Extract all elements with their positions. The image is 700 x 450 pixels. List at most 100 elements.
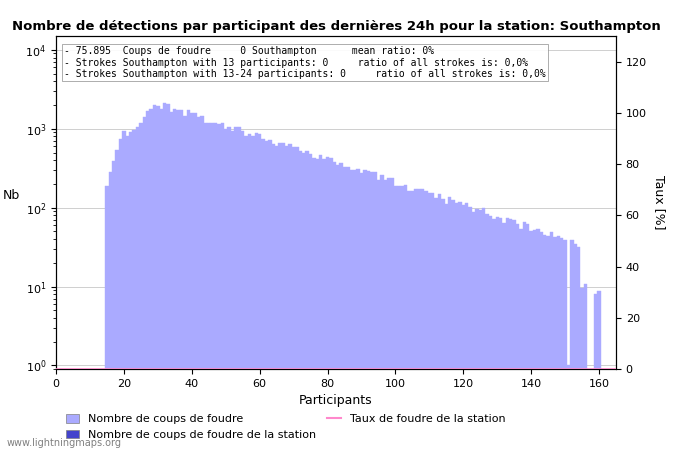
Bar — [363, 170, 367, 450]
Bar — [505, 218, 509, 450]
Bar — [211, 123, 214, 450]
Bar — [435, 198, 438, 450]
Bar — [156, 106, 160, 450]
Bar — [516, 224, 519, 450]
Bar — [279, 143, 281, 450]
Bar — [397, 186, 400, 450]
Bar — [234, 127, 237, 450]
Bar — [281, 143, 285, 450]
Bar — [547, 236, 550, 450]
Bar — [489, 216, 492, 450]
Bar — [526, 224, 529, 450]
Bar — [349, 170, 353, 450]
Bar — [448, 197, 452, 450]
Title: Nombre de détections par participant des dernières 24h pour la station: Southamp: Nombre de détections par participant des… — [12, 20, 660, 33]
Bar — [594, 294, 597, 450]
Bar — [428, 193, 431, 450]
Bar — [302, 153, 305, 450]
Bar — [143, 117, 146, 450]
Bar — [567, 365, 570, 450]
Bar — [116, 150, 119, 450]
Bar — [452, 200, 455, 450]
Bar — [556, 236, 560, 450]
Bar — [272, 144, 275, 450]
Bar — [108, 172, 112, 450]
Bar — [343, 166, 346, 450]
Bar — [119, 139, 122, 450]
Bar — [529, 230, 533, 450]
Bar — [323, 159, 326, 450]
Bar — [461, 205, 465, 450]
Bar — [380, 175, 384, 450]
Bar — [421, 189, 424, 450]
Bar — [316, 159, 319, 450]
Bar — [540, 232, 543, 450]
Bar — [543, 235, 547, 450]
Bar — [472, 212, 475, 450]
Bar — [295, 147, 299, 450]
Bar — [336, 165, 340, 450]
Bar — [533, 230, 536, 450]
Bar — [391, 178, 393, 450]
Bar — [400, 186, 404, 450]
Bar — [468, 207, 472, 450]
Bar — [204, 123, 207, 450]
Bar — [180, 111, 183, 450]
Bar — [299, 151, 302, 450]
Bar — [326, 157, 329, 450]
Bar — [139, 123, 143, 450]
Bar — [444, 203, 448, 450]
Bar — [431, 193, 435, 450]
Bar — [173, 109, 176, 450]
Bar — [125, 136, 129, 450]
Bar — [479, 210, 482, 450]
Bar — [160, 108, 163, 450]
Bar — [163, 103, 167, 450]
Bar — [112, 161, 116, 450]
Bar — [577, 248, 580, 450]
Bar — [492, 219, 496, 450]
Bar — [404, 185, 407, 450]
Bar — [367, 171, 370, 450]
Bar — [332, 162, 336, 450]
Bar — [384, 180, 387, 450]
Bar — [265, 141, 268, 450]
Bar — [176, 110, 180, 450]
Y-axis label: Nb: Nb — [3, 189, 20, 202]
Bar — [509, 219, 512, 450]
Legend: Nombre de coups de foudre, Nombre de coups de foudre de la station, Taux de foud: Nombre de coups de foudre, Nombre de cou… — [62, 410, 510, 445]
Bar — [414, 189, 417, 450]
Bar — [153, 105, 156, 450]
Bar — [597, 291, 601, 450]
Bar — [255, 133, 258, 450]
Bar — [217, 124, 220, 450]
Bar — [411, 191, 414, 450]
Bar — [465, 203, 468, 450]
Bar — [373, 172, 377, 450]
Bar — [136, 127, 139, 450]
Bar — [193, 113, 197, 450]
Bar — [228, 127, 231, 450]
Bar — [564, 240, 567, 450]
Bar — [288, 144, 292, 450]
Bar — [519, 229, 523, 450]
Bar — [187, 110, 190, 450]
Bar — [475, 209, 479, 450]
Bar — [523, 222, 526, 450]
Bar — [292, 148, 295, 450]
Bar — [167, 104, 169, 450]
Bar — [455, 202, 458, 450]
Bar — [248, 134, 251, 450]
Bar — [407, 191, 411, 450]
Bar — [244, 136, 248, 450]
Bar — [512, 220, 516, 450]
Bar — [499, 218, 503, 450]
Bar — [169, 112, 173, 450]
Bar — [496, 216, 499, 450]
Bar — [346, 166, 349, 450]
Bar — [387, 178, 391, 450]
Bar — [573, 244, 577, 450]
Bar — [261, 140, 265, 450]
Bar — [268, 140, 272, 450]
Y-axis label: Taux [%]: Taux [%] — [653, 175, 666, 230]
